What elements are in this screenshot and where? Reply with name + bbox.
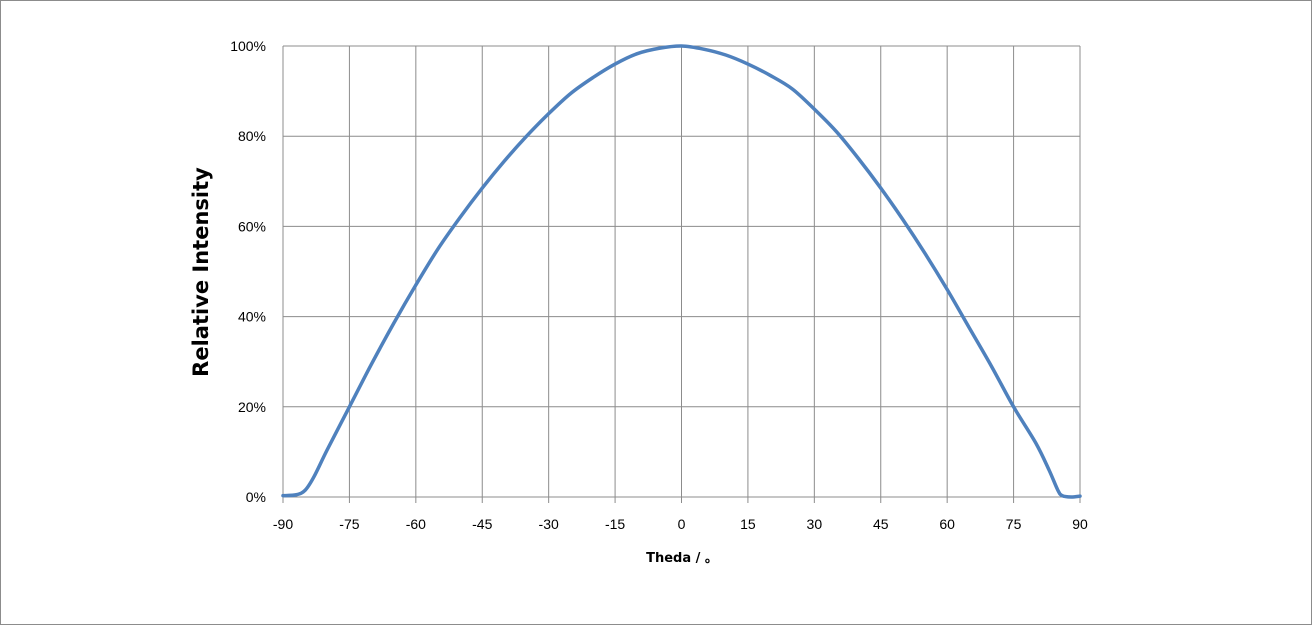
x-tick-label: -90 — [273, 516, 293, 532]
x-tick-label: -30 — [539, 516, 559, 532]
x-tick-label: 90 — [1072, 516, 1088, 532]
x-tick-label: -45 — [472, 516, 492, 532]
x-tick-label: 60 — [939, 516, 955, 532]
y-tick-label: 20% — [238, 399, 266, 415]
x-tick-label: 30 — [807, 516, 823, 532]
x-tick-label: 15 — [740, 516, 756, 532]
x-tick-label: 0 — [678, 516, 686, 532]
y-tick-labels: 0% 20% 40% 60% 80% 100% — [230, 38, 266, 505]
x-tick-label: -75 — [339, 516, 359, 532]
x-axis-label: Theda / 。 — [646, 551, 718, 566]
x-tick-labels: -90 -75 -60 -45 -30 -15 0 15 30 45 60 75 90 — [273, 516, 1088, 532]
y-axis-label: Relative Intensity — [189, 167, 213, 377]
intensity-series-line — [281, 44, 1082, 499]
x-tick-label: -15 — [605, 516, 625, 532]
y-tick-label: 80% — [238, 128, 266, 144]
y-tick-label: 0% — [246, 489, 266, 505]
x-tick-label: 75 — [1006, 516, 1022, 532]
y-tick-label: 40% — [238, 309, 266, 325]
y-tick-label: 60% — [238, 218, 266, 234]
y-tick-label: 100% — [230, 38, 266, 54]
gridlines — [282, 45, 1081, 503]
x-tick-label: 45 — [873, 516, 889, 532]
series-group — [281, 44, 1082, 499]
x-tick-label: -60 — [406, 516, 426, 532]
